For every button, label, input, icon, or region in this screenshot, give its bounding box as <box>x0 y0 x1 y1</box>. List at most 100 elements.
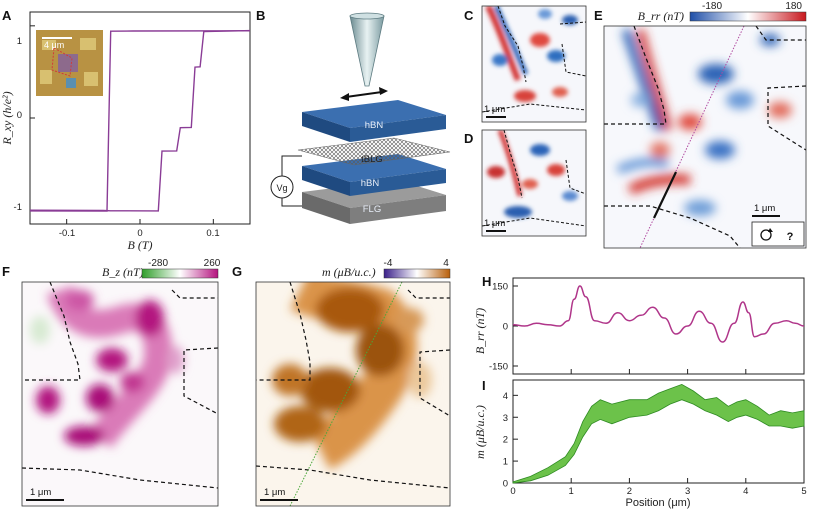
panel-label-g: G <box>232 264 242 279</box>
panel-f-scale-label: 1 μm <box>30 487 51 498</box>
tblg-mesh <box>297 137 451 166</box>
e-blob-9 <box>631 93 649 107</box>
i-xtick-label-3: 3 <box>685 486 690 497</box>
panel-g-edges <box>256 282 450 506</box>
panel-g-colorbar-max: 4 <box>443 258 449 269</box>
panel-c-frame <box>481 5 587 123</box>
voltage-label: Vg <box>276 183 287 193</box>
panel-i: I 0 1 2 3 4 0 1 2 3 4 5 m (μB/u.c.) Position (μm) <box>473 378 807 509</box>
inset-pad <box>66 78 76 88</box>
c-edge-1 <box>497 6 527 83</box>
e-feature-red-2 <box>627 174 691 195</box>
c-blob-7 <box>538 9 552 19</box>
e-feature-blue-1 <box>621 28 665 132</box>
d-blob-1 <box>487 166 505 178</box>
e-blob-4 <box>705 141 735 159</box>
hbn-lower-side-left <box>302 166 350 196</box>
d-blob-2 <box>530 144 550 156</box>
tip-top <box>349 12 385 20</box>
panel-g-colorbar <box>383 268 451 279</box>
panel-f-map <box>30 284 184 449</box>
d-blob-5 <box>562 191 578 201</box>
e-edge-3 <box>755 26 806 41</box>
e-blob-5 <box>768 102 792 118</box>
c-blob-2 <box>547 50 565 62</box>
c-edge-4 <box>482 103 586 113</box>
hbn-lower-side-right <box>350 169 446 196</box>
panel-f-edges <box>22 282 218 489</box>
inset-contact-1 <box>42 40 56 50</box>
voltage-source-icon <box>270 175 294 199</box>
e-linecut-segment <box>653 171 677 219</box>
g-edge-4 <box>256 465 450 489</box>
e-edge-1 <box>633 26 667 125</box>
panel-c: C 1 μm <box>464 5 587 123</box>
c-blob-6 <box>552 87 568 97</box>
hbn-upper-side-right <box>350 115 446 142</box>
i-band-area <box>512 383 805 484</box>
f-edge-2 <box>171 289 218 299</box>
f-blob-1 <box>136 300 164 336</box>
inset-contact-3 <box>40 70 52 84</box>
panel-b: B FLG hBN tBLG hBN Vg <box>256 8 451 224</box>
panel-f-colorbar-max: 260 <box>204 258 221 269</box>
i-xtick-label-1: 1 <box>569 486 574 497</box>
panel-label-a: A <box>2 8 12 23</box>
panel-label-e: E <box>594 8 603 23</box>
layer-label-flg: FLG <box>363 204 381 215</box>
d-edge-3 <box>482 217 586 227</box>
i-ytick-label-0: 0 <box>503 479 508 490</box>
c-feature-red-1 <box>485 6 521 82</box>
e-blob-6 <box>684 200 716 216</box>
g-edge-2 <box>407 289 450 299</box>
inset-scale-label: 4 μm <box>44 40 64 50</box>
panel-d-edges <box>482 130 586 227</box>
panel-f-colorbar <box>141 268 219 279</box>
f-blob-3 <box>86 384 114 412</box>
layer-label-tblg: tBLG <box>361 154 383 165</box>
panel-label-b: B <box>256 8 265 23</box>
c-blob-4 <box>562 15 578 25</box>
d-blob-4 <box>504 206 532 218</box>
g-edge-3 <box>419 349 450 417</box>
panel-i-ticks: 0 1 2 3 4 0 1 2 3 4 5 <box>503 391 807 497</box>
scan-arrow-left-icon <box>340 93 349 101</box>
panel-a-xtick-0: 0 <box>137 228 142 239</box>
panel-h-ylabel: B_rr (nT) <box>473 308 487 354</box>
panel-label-h: H <box>482 274 491 289</box>
panel-a-ytick-neg1: -1 <box>14 202 22 213</box>
panel-e-colorbar <box>689 11 807 22</box>
g-blob-3 <box>300 368 360 412</box>
d-blob-6 <box>522 179 538 189</box>
g-edge-1 <box>256 282 311 381</box>
f-blob-5 <box>64 426 104 446</box>
f-edge-4 <box>22 467 218 489</box>
f-blob-7 <box>66 290 94 310</box>
i-xtick-label-4: 4 <box>743 486 748 497</box>
inset-flake <box>58 54 78 72</box>
panel-a-inset-micrograph: 4 μm <box>36 30 103 96</box>
e-blob-8 <box>650 142 670 158</box>
h-ytick-label-0: 150 <box>492 282 508 293</box>
e-blob-3 <box>678 114 702 130</box>
f-edge-1 <box>22 282 81 381</box>
panel-a-xtick-neg01: -0.1 <box>59 228 75 239</box>
h-ytick-label-2: -150 <box>489 362 508 373</box>
c-blob-5 <box>492 54 508 66</box>
f-blob-green <box>30 316 50 344</box>
i-ytick-label-4: 4 <box>503 391 508 402</box>
panel-e-orientation-inset <box>751 221 805 247</box>
f-blob-6 <box>120 372 144 392</box>
panel-e-colorbar-min: -180 <box>702 1 722 12</box>
i-ytick-label-1: 1 <box>503 457 508 468</box>
panel-e-colorbar-max: 180 <box>785 1 802 12</box>
panel-c-edges <box>482 6 586 113</box>
c-blob-3 <box>514 90 536 102</box>
i-xtick-label-2: 2 <box>627 486 632 497</box>
tip-icon <box>349 15 385 87</box>
panel-label-c: C <box>464 8 474 23</box>
panel-a-xtick-01: 0.1 <box>206 228 219 239</box>
panel-c-scale-label: 1 μm <box>484 104 505 115</box>
panel-g-colorbar-label: m (μB/u.c.) <box>322 265 376 279</box>
